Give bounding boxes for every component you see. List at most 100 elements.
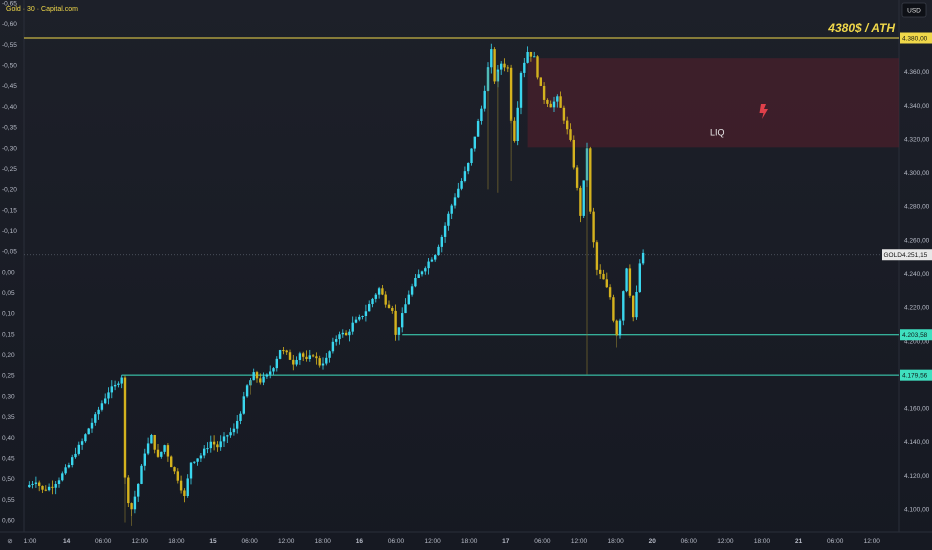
candle-body <box>292 359 295 365</box>
candle-body <box>453 197 457 206</box>
candle-body <box>64 467 67 474</box>
candle-body <box>335 339 338 342</box>
left-axis-tick: -0,45 <box>2 83 17 90</box>
time-axis-tick: 12:00 <box>424 538 441 545</box>
candle-body <box>589 148 592 212</box>
candle-body <box>166 445 170 457</box>
candle-body <box>420 271 424 275</box>
left-axis-tick: 0,55 <box>2 497 15 504</box>
lightning-bolt-icon <box>759 104 768 119</box>
level-badge-label-3: 4.179,56 <box>902 372 928 379</box>
candle-body <box>212 441 216 445</box>
candle-body <box>377 288 381 295</box>
left-axis-tick: -0,30 <box>2 145 17 152</box>
currency-button[interactable]: USD <box>901 2 927 18</box>
candle-body <box>100 403 104 410</box>
candle-body <box>252 372 255 381</box>
time-axis-tick: 06:00 <box>534 538 551 545</box>
candle-body <box>361 316 364 318</box>
candle-body <box>272 368 275 372</box>
candle-body <box>632 295 635 318</box>
candle-body <box>434 255 437 260</box>
candle-body <box>460 181 463 189</box>
time-axis-tick: 12:00 <box>571 538 588 545</box>
candle-body <box>305 356 308 360</box>
candle-body <box>635 291 638 318</box>
candle-body <box>308 355 311 360</box>
left-axis-tick: 0,35 <box>2 414 15 421</box>
time-axis-tick: 06:00 <box>241 538 258 545</box>
candle-body <box>407 294 410 305</box>
time-axis-tick: 18:00 <box>315 538 332 545</box>
candle-body <box>338 334 341 340</box>
candle-body <box>67 465 71 468</box>
time-axis-tick: 18:00 <box>461 538 478 545</box>
candle-body <box>579 187 582 216</box>
candle-body <box>123 377 127 478</box>
currency-button-bg <box>901 2 927 18</box>
candle-body <box>206 448 209 450</box>
right-price-axis[interactable]: 4.100,004.120,004.140,004.160,004.180,00… <box>904 36 930 514</box>
candle-body <box>628 268 632 296</box>
candle-body <box>176 471 179 481</box>
left-axis-tick: 0,30 <box>2 393 15 400</box>
candle-body <box>437 246 440 256</box>
candle-body <box>509 67 513 121</box>
time-axis-tick: 21 <box>795 538 803 545</box>
left-axis-tick: 0,60 <box>2 518 15 525</box>
candle-body <box>189 462 193 479</box>
liq-zone <box>527 58 899 148</box>
left-percent-axis[interactable]: -0,65 -0,60 -0,55 -0,50 -0,45 -0,40 -0,35 -0,30… <box>2 1 17 525</box>
candle-body <box>130 503 133 510</box>
candle-body <box>229 432 232 436</box>
candle-body <box>523 62 526 73</box>
candle-body <box>288 352 292 360</box>
candle-body <box>160 451 163 457</box>
left-axis-tick: 0,45 <box>2 455 15 462</box>
candle-body <box>549 103 552 108</box>
left-axis-tick: 0,05 <box>2 290 15 297</box>
currency-button-label: USD <box>907 8 921 15</box>
candle-body <box>275 358 278 369</box>
candle-body <box>44 489 47 491</box>
candle-body <box>120 377 123 384</box>
time-axis-tick: 16 <box>356 538 364 545</box>
axis-settings-icon[interactable]: ⊘ <box>7 538 13 545</box>
time-axis[interactable]: 1:00 14 06:00 12:00 18:00 15 06:00 12:00 18:00 16… <box>24 538 881 545</box>
right-axis-tick: 4.160,00 <box>904 406 930 413</box>
candle-body <box>34 482 38 484</box>
candle-body <box>618 320 622 336</box>
left-axis-tick: 0,50 <box>2 476 15 483</box>
candle-body <box>331 341 335 352</box>
candle-body <box>391 307 394 311</box>
candle-body <box>262 376 265 383</box>
time-axis-tick: 17 <box>502 538 510 545</box>
candle-body <box>612 297 615 321</box>
candle-body <box>51 486 54 488</box>
left-axis-tick: 0,10 <box>2 311 15 318</box>
candle-body <box>397 327 401 335</box>
candle-body <box>595 242 599 270</box>
right-axis-tick: 4.320,00 <box>904 136 930 143</box>
candle-body <box>493 49 496 82</box>
right-axis-tick: 4.100,00 <box>904 507 930 514</box>
candle-body <box>318 358 321 366</box>
candle-body <box>90 422 94 429</box>
candle-body <box>31 483 34 485</box>
candle-body <box>348 331 351 336</box>
candle-body <box>153 434 156 450</box>
candle-body <box>605 279 608 288</box>
candle-body <box>183 490 186 497</box>
candle-body <box>80 441 84 445</box>
candle-body <box>562 107 566 121</box>
candle-body <box>74 453 77 458</box>
candle-body <box>107 392 110 399</box>
candle-body <box>54 483 57 488</box>
candle-body <box>506 67 509 69</box>
time-axis-tick: 20 <box>649 538 657 545</box>
candle-body <box>638 263 641 292</box>
candle-body <box>470 148 473 164</box>
candle-body <box>328 351 331 358</box>
candle-body <box>354 319 358 323</box>
